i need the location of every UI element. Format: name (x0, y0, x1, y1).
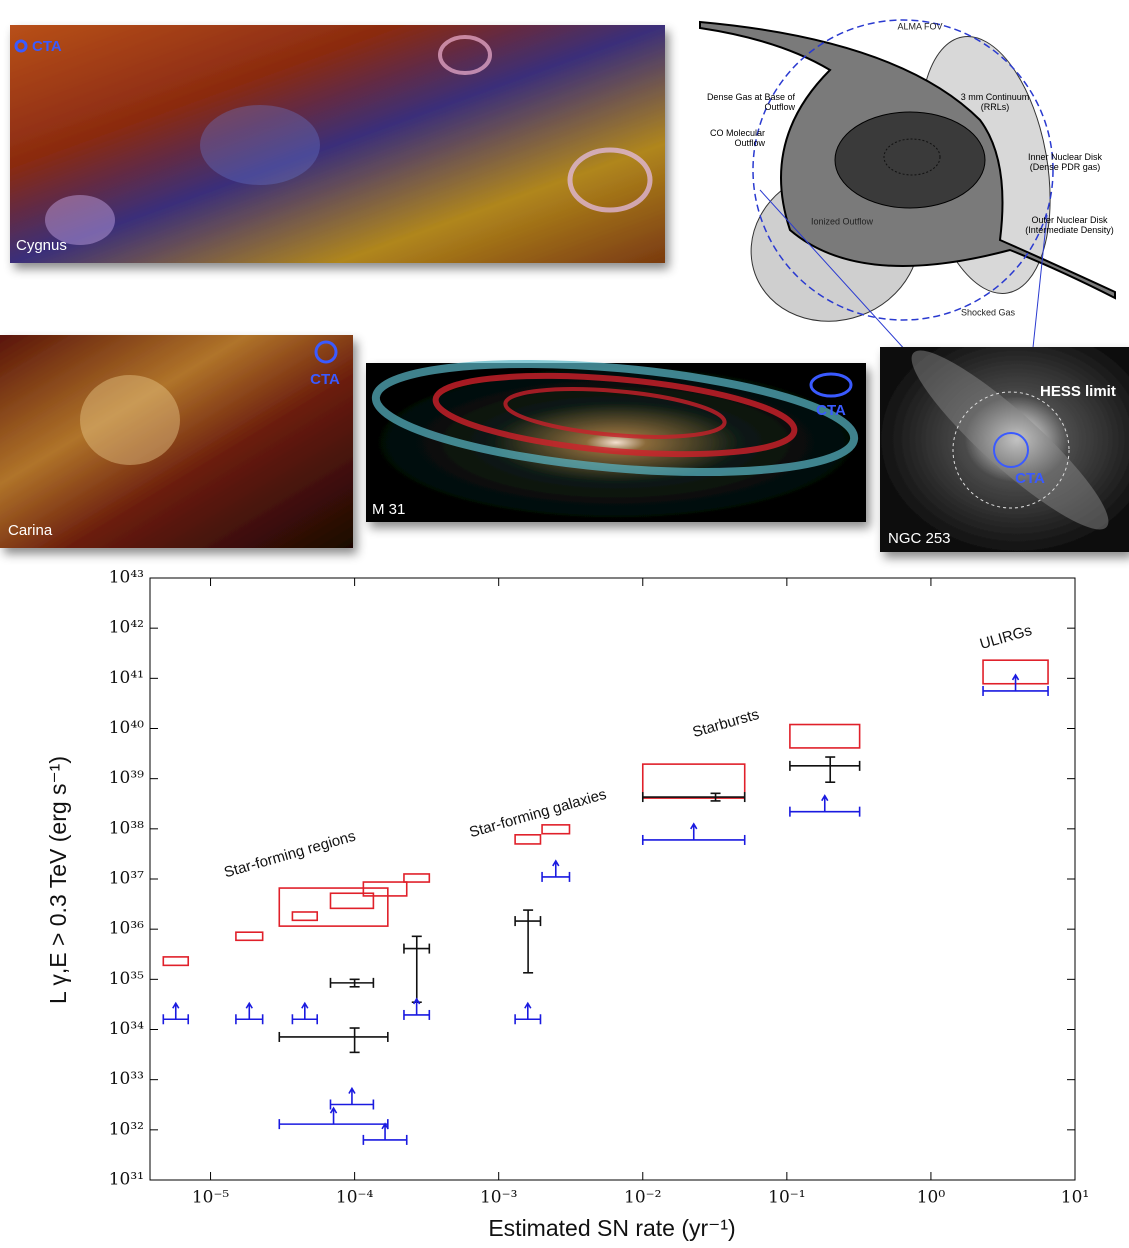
cta-beam (993, 432, 1029, 468)
m31-panel: CTA M 31 (366, 359, 866, 522)
range-box (278, 887, 389, 927)
y-tick-label: 10³⁷ (109, 869, 144, 889)
panel-label: M 31 (372, 501, 405, 518)
cta-label: CTA (32, 38, 62, 55)
limit-arrow (348, 1086, 356, 1105)
x-tick-label: 10⁻³ (480, 1188, 517, 1208)
y-tick-label: 10⁴³ (109, 568, 144, 588)
nebula (80, 375, 180, 465)
y-tick-label: 10³¹ (109, 1170, 144, 1190)
nebula (200, 105, 320, 185)
limit-arrow (301, 1001, 309, 1020)
hess-label: HESS limit (1040, 383, 1116, 400)
y-tick-label: 10³⁸ (109, 818, 144, 838)
chart: Estimated SN rate (yr⁻¹) L γ,E > 0.3 TeV… (45, 568, 1089, 1242)
diagram-label: CO Molecular Outflow (709, 128, 765, 148)
range-box (641, 763, 746, 799)
cta-beam (809, 372, 853, 398)
x-tick-label: 10¹ (1061, 1188, 1089, 1208)
diagram-label: Outer Nuclear Disk (Intermediate Density… (1025, 215, 1114, 235)
spiral-arm (503, 387, 727, 439)
cta-label: CTA (310, 371, 340, 388)
range-box (235, 931, 264, 942)
m31-image (366, 363, 866, 522)
limit-arrow (690, 822, 698, 840)
panel-label: Carina (8, 522, 53, 539)
x-tick-label: 10⁻⁵ (192, 1188, 230, 1208)
y-tick-label: 10³³ (109, 1069, 144, 1089)
limit-arrow (821, 794, 829, 812)
diagram-label: ALMA FOV (897, 21, 942, 31)
x-axis-label: Estimated SN rate (yr⁻¹) (488, 1215, 735, 1241)
outflow-diagram: ALMA FOV Dense Gas at Base of Outflow 3 … (699, 19, 1116, 453)
y-tick-label: 10⁴² (109, 618, 144, 638)
inner-disk (834, 111, 986, 209)
y-tick-label: 10³⁹ (109, 768, 144, 788)
cta-label: CTA (1015, 470, 1045, 487)
diagram-label: Dense Gas at Base of Outflow (706, 92, 795, 112)
range-box (329, 892, 375, 910)
carina-panel: CTA Carina (0, 335, 353, 548)
limit-arrow (329, 1106, 338, 1125)
cygnus-image (10, 25, 665, 263)
diagram-label: Dense Gas at Base of Outflow (706, 92, 795, 112)
hess-circle (952, 391, 1070, 509)
x-tick-label: 10⁰ (917, 1188, 946, 1208)
limit-arrow (1011, 673, 1020, 691)
range-box (789, 723, 861, 749)
diagram-label: Inner Nuclear Disk (Dense PDR gas) (1027, 152, 1103, 172)
nebula (438, 35, 492, 75)
continuum (883, 138, 941, 176)
x-tick-label: 10⁻¹ (768, 1188, 805, 1208)
diagram-label: 3 mm Continuum (RRLs) (960, 92, 1030, 112)
spiral-arm (371, 359, 859, 477)
diagram-label: Shocked Gas (961, 307, 1016, 317)
nebula (567, 147, 653, 213)
y-tick-label: 10³⁶ (109, 919, 144, 939)
diagram-label: 3 mm Continuum (RRLs) (960, 92, 1030, 112)
limit-arrow (172, 1001, 180, 1020)
y-axis-label: L γ,E > 0.3 TeV (erg s⁻¹) (45, 756, 71, 1004)
diagram-label: CO Molecular Outflow (709, 128, 765, 148)
y-tick-label: 10⁴¹ (109, 668, 144, 688)
y-tick-label: 10⁴⁰ (109, 718, 144, 738)
nebula (45, 195, 115, 245)
limit-arrow (245, 1001, 253, 1020)
range-box (362, 881, 408, 897)
limit-arrow (412, 997, 421, 1015)
diagram-label: Inner Nuclear Disk (Dense PDR gas) (1027, 152, 1103, 172)
ngc253-panel: HESS limit CTA NGC 253 (880, 347, 1129, 552)
range-box (514, 834, 542, 845)
panel-label: NGC 253 (888, 530, 951, 547)
limit-arrow (381, 1122, 389, 1140)
panel-label: Cygnus (16, 237, 67, 254)
diagram-label: Ionized Outflow (811, 216, 874, 226)
range-box (162, 956, 190, 967)
galaxy-disk (911, 350, 1109, 530)
x-tick-label: 10⁻⁴ (336, 1188, 374, 1208)
plot-frame (149, 577, 1076, 1181)
limit-arrow (552, 859, 560, 877)
diagram-label: Outer Nuclear Disk (Intermediate Density… (1025, 215, 1114, 235)
y-tick-label: 10³⁵ (109, 969, 144, 989)
carina-image (0, 335, 353, 548)
range-box (541, 824, 571, 835)
limit-arrow (524, 1001, 532, 1020)
cta-label: CTA (816, 402, 846, 419)
fov-circle (752, 19, 1054, 321)
cta-beam (14, 39, 28, 53)
y-tick-label: 10³⁴ (109, 1019, 144, 1039)
cygnus-panel: CTA Cygnus (10, 25, 665, 263)
x-tick-label: 10⁻² (624, 1188, 661, 1208)
cta-beam (314, 340, 338, 364)
range-box (403, 873, 431, 883)
spiral-arm (432, 372, 798, 458)
range-box (291, 911, 319, 922)
y-tick-label: 10³² (109, 1119, 144, 1139)
